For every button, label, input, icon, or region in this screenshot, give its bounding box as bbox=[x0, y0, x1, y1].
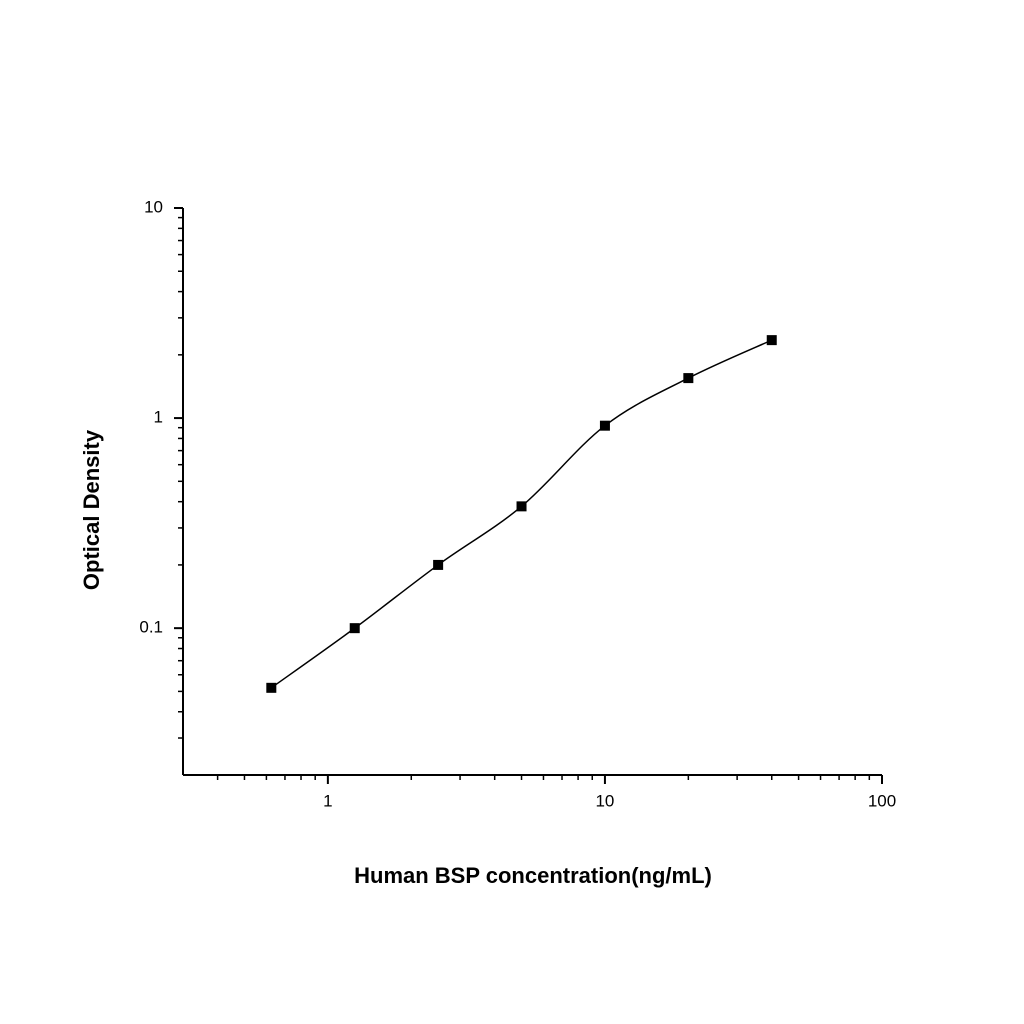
x-axis-label: Human BSP concentration(ng/mL) bbox=[354, 863, 712, 888]
point bbox=[266, 682, 277, 693]
y-tick-label: 0.1 bbox=[139, 618, 163, 637]
x-tick-label: 10 bbox=[595, 791, 614, 810]
point bbox=[433, 559, 444, 570]
y-axis-label: Optical Density bbox=[79, 429, 104, 590]
point bbox=[599, 420, 610, 431]
y-tick-label: 1 bbox=[154, 408, 163, 427]
point bbox=[349, 623, 360, 634]
x-tick-label: 100 bbox=[868, 791, 896, 810]
fit-curve bbox=[270, 339, 773, 689]
point bbox=[766, 335, 777, 346]
point bbox=[516, 501, 527, 512]
point bbox=[683, 373, 694, 384]
x-tick-label: 1 bbox=[323, 791, 332, 810]
y-tick-label: 10 bbox=[144, 197, 163, 216]
